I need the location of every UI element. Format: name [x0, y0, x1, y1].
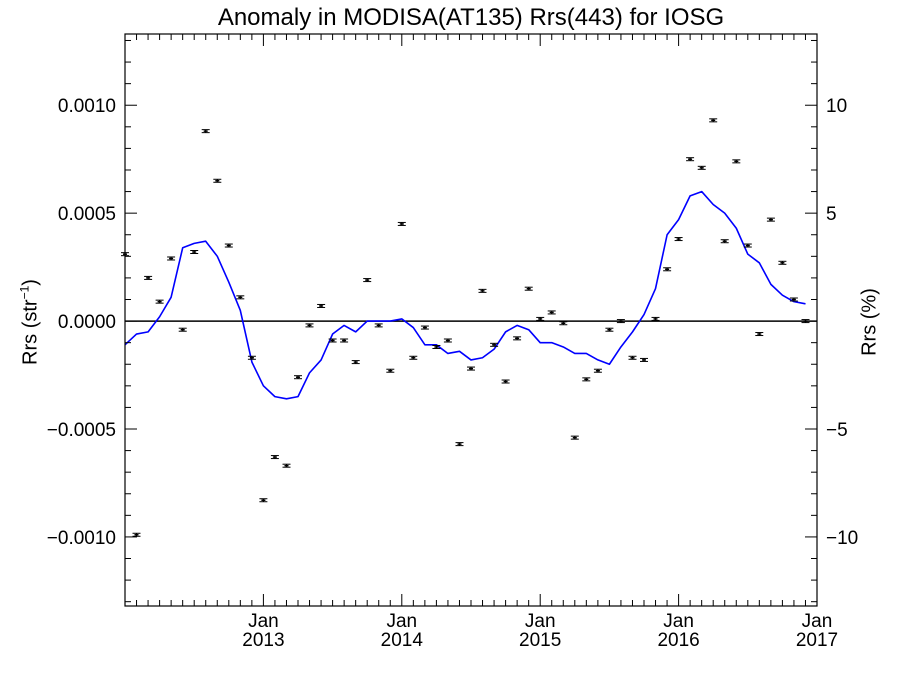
data-point [259, 498, 268, 503]
data-point [478, 288, 487, 293]
data-point [282, 463, 291, 468]
data-point [340, 338, 349, 343]
data-point [501, 379, 510, 384]
data-point [328, 338, 337, 343]
y-left-tick-label: 0.0005 [58, 204, 116, 225]
x-tick-label-year: 2014 [381, 630, 424, 651]
data-point [547, 310, 556, 315]
data-point [628, 355, 637, 360]
x-tick-label-year: 2016 [657, 630, 699, 651]
data-point [224, 243, 233, 248]
data-point [697, 165, 706, 170]
data-point [409, 355, 418, 360]
data-point [201, 129, 210, 134]
data-point [732, 159, 741, 164]
y-right-tick-label: −10 [826, 528, 858, 549]
data-point [536, 316, 545, 321]
data-point [663, 267, 672, 272]
x-tick-label-year: 2015 [519, 630, 561, 651]
data-point [755, 332, 764, 337]
data-point [651, 316, 660, 321]
data-point [317, 303, 326, 308]
data-point [155, 299, 164, 304]
data-point [443, 338, 452, 343]
data-point [144, 275, 153, 280]
tick-labels-group: 0.0010 0.0005 0.0000 −0.0005 −0.0010 10 5 −5 −10… [47, 96, 858, 651]
data-point [190, 250, 199, 255]
y-right-tick-label: −5 [826, 420, 848, 441]
data-point [524, 286, 533, 291]
y-right-tick-label: 5 [826, 204, 837, 225]
data-point [236, 295, 245, 300]
data-point [743, 243, 752, 248]
data-point [294, 375, 302, 380]
x-tick-label-month: Jan [525, 611, 556, 632]
data-point [766, 217, 775, 222]
x-tick-label-year: 2013 [242, 630, 284, 651]
data-point [386, 368, 395, 373]
data-point [270, 455, 279, 460]
data-point [582, 377, 591, 382]
data-point [167, 256, 176, 261]
chart-title: Anomaly in MODISA(AT135) Rrs(443) for IO… [217, 4, 725, 31]
data-point [686, 157, 695, 162]
data-point [178, 327, 187, 332]
data-point [640, 357, 648, 362]
smoothed-line-group [124, 190, 806, 400]
y-right-tick-label: 10 [826, 96, 847, 117]
data-point [709, 118, 718, 123]
data-points-group [121, 118, 810, 537]
data-point [570, 435, 579, 440]
data-point [351, 360, 360, 365]
x-tick-label-month: Jan [663, 611, 694, 632]
data-point [420, 325, 429, 330]
data-point [374, 323, 383, 328]
series-line [124, 190, 806, 400]
data-point [674, 237, 683, 242]
data-point [247, 355, 256, 360]
y-left-tick-label: −0.0010 [47, 528, 116, 549]
data-point [213, 178, 222, 183]
x-tick-label-month: Jan [802, 611, 833, 632]
data-point [397, 221, 406, 226]
y-left-tick-label: 0.0000 [58, 312, 116, 333]
y-left-tick-label: 0.0010 [58, 96, 116, 117]
data-point [455, 442, 464, 447]
data-point [305, 323, 314, 328]
x-tick-label-year: 2017 [796, 630, 838, 651]
data-point [778, 260, 787, 265]
data-point [132, 532, 141, 537]
data-point [513, 336, 522, 341]
data-point [559, 321, 568, 326]
data-point [467, 366, 475, 371]
y-left-tick-label: −0.0005 [47, 420, 116, 441]
x-tick-label-month: Jan [386, 611, 417, 632]
data-point [616, 319, 625, 324]
data-point [593, 368, 602, 373]
data-point [490, 342, 499, 347]
x-tick-label-month: Jan [248, 611, 279, 632]
data-point [789, 297, 798, 302]
ticks-group [124, 34, 818, 606]
data-point [363, 278, 372, 283]
data-point [720, 239, 729, 244]
data-point [605, 327, 614, 332]
data-point [432, 344, 441, 349]
